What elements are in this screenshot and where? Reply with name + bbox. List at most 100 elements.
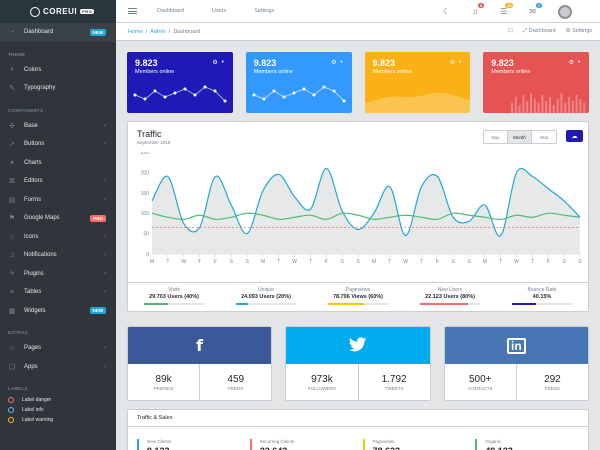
traffic-stat-value: 40.15% xyxy=(532,294,552,300)
stat-sparkline xyxy=(133,85,227,103)
sidebar-label-text: Label info xyxy=(22,407,44,413)
sparkline-point xyxy=(183,87,187,91)
gear-icon[interactable]: ⚙ xyxy=(568,60,574,66)
sales-item-label: Pageviews xyxy=(372,439,395,444)
social-card-linkedin: in 500+ CONTACTS 292 FEEDS xyxy=(443,326,589,401)
sparkline-point xyxy=(213,89,217,93)
avatar-image xyxy=(560,6,570,17)
stat-card: 9.823 Members online ⚙ ▼ xyxy=(245,52,352,113)
download-button[interactable]: ☁ xyxy=(566,130,583,142)
sidebar-item-forms[interactable]: ▤ Forms ‹ xyxy=(0,191,116,210)
sidebar-item-pages[interactable]: ☆ Pages ‹ xyxy=(0,339,116,358)
social-row: f 89k FRIENDS 459 FEEDS 973k FOLLOWERS 1.792 TWE… xyxy=(127,326,589,401)
sidebar-item-notifications[interactable]: ♫ Notifications ‹ xyxy=(0,246,116,265)
sparkline-bar xyxy=(511,103,514,113)
menu-toggle-icon[interactable] xyxy=(128,8,137,14)
traffic-title: Traffic xyxy=(137,129,162,139)
sidebar-label-item[interactable]: Label info xyxy=(0,405,116,415)
sparkline-point xyxy=(193,93,197,97)
sidebar-item-label: Widgets xyxy=(24,307,46,314)
x-tick-label: F xyxy=(436,259,439,265)
header-link-settings[interactable]: Settings xyxy=(254,8,275,14)
caret-down-icon[interactable]: ▼ xyxy=(577,59,581,64)
x-tick-label: W xyxy=(514,259,519,265)
sidebar-item-label: Plugins xyxy=(24,270,44,277)
y-tick-label: 0 xyxy=(146,252,149,258)
sidebar-item-buttons[interactable]: ➚ Buttons ‹ xyxy=(0,135,116,154)
bell-icon[interactable]: ♫ 5 xyxy=(472,3,485,16)
range-button-day[interactable]: Day xyxy=(484,131,508,143)
caret-down-icon[interactable]: ▼ xyxy=(220,59,225,64)
sparkline-bar xyxy=(579,99,582,113)
social-stat-value: 292 xyxy=(544,373,561,385)
social-stat-label: FRIENDS xyxy=(153,385,174,391)
sidebar-label-text: Label warning xyxy=(22,417,54,423)
sparkline-path xyxy=(253,86,345,102)
x-tick-label: T xyxy=(198,259,201,265)
social-stats: 89k FRIENDS 459 FEEDS xyxy=(128,364,271,400)
sidebar-item-label: Icons xyxy=(24,233,39,240)
breadcrumb-home[interactable]: Home xyxy=(128,28,143,35)
header-link-dashboard[interactable]: Dashboard xyxy=(157,8,184,14)
sidebar-item-plugins[interactable]: ϟ Plugins ‹ xyxy=(0,265,116,284)
x-tick-label: T xyxy=(531,259,534,265)
calculator-icon: ▦ xyxy=(8,307,16,315)
sidebar-label-item[interactable]: Label warning xyxy=(0,415,116,425)
sidebar-item-editors[interactable]: ⌘ Editors ‹ xyxy=(0,172,116,191)
sidebar-item-widgets[interactable]: ▦ Widgets NEW xyxy=(0,302,116,321)
social-stat-label: CONTACTS xyxy=(468,385,493,391)
sidebar-item-colors[interactable]: ◗ Colors xyxy=(0,61,116,80)
list-icon[interactable]: ☰ 15 xyxy=(500,3,514,16)
breadcrumb-dashboard-link[interactable]: ⤢ Dashboard xyxy=(522,28,556,34)
sidebar-item-charts[interactable]: ◕ Charts xyxy=(0,154,116,173)
x-tick-label: F xyxy=(547,259,550,265)
notifications-badge: 5 xyxy=(477,3,485,8)
logo-icon xyxy=(30,6,40,17)
caret-down-icon[interactable]: ▼ xyxy=(458,59,463,64)
gear-icon[interactable]: ⚙ xyxy=(212,60,218,66)
breadcrumb-chat-link[interactable]: ☐ xyxy=(507,28,513,34)
sparkline-bar xyxy=(568,97,571,113)
envelope-icon[interactable]: ✉ 7 xyxy=(529,3,542,16)
stat-card: 9.823 Members online ⚙ ▼ xyxy=(483,52,589,113)
traffic-stat-value: 24.093 Users (20%) xyxy=(241,294,291,300)
sidebar-item-typography[interactable]: ✎ Typography xyxy=(0,79,116,98)
sidebar-item-dashboard[interactable]: ◔ Dashboard NEW xyxy=(0,23,116,42)
breadcrumb-admin[interactable]: Admin xyxy=(150,28,166,35)
x-tick-label: S xyxy=(467,259,471,265)
sidebar-item-icons[interactable]: ☆ Icons ‹ xyxy=(0,228,116,247)
sparkline-point xyxy=(342,99,346,103)
social-card-facebook: f 89k FRIENDS 459 FEEDS xyxy=(127,326,273,401)
circle-icon xyxy=(8,407,14,413)
gear-icon[interactable]: ⚙ xyxy=(449,60,456,66)
x-tick-label: T xyxy=(420,259,423,265)
social-stat-value: 973k xyxy=(311,373,333,385)
sparkline-point xyxy=(302,87,306,91)
sidebar-label-item[interactable]: Label danger xyxy=(0,395,116,405)
stat-value: 9.823 xyxy=(135,58,158,68)
brand[interactable]: COREUI PRO xyxy=(0,0,116,23)
cursor-icon: ➚ xyxy=(9,141,15,149)
range-button-year[interactable]: Year xyxy=(532,131,556,143)
sparkline-bar xyxy=(530,93,533,113)
avatar[interactable] xyxy=(558,4,572,19)
stat-sparkline xyxy=(511,93,586,113)
social-stats: 500+ CONTACTS 292 FEEDS xyxy=(445,364,588,400)
caret-down-icon[interactable]: ▼ xyxy=(339,59,344,64)
breadcrumb-settings-link[interactable]: ⚙ Settings xyxy=(565,28,592,34)
header-link-users[interactable]: Users xyxy=(211,8,227,14)
traffic-stat: Unique 24.093 Users (20%) xyxy=(220,283,312,312)
sidebar-item-apps[interactable]: ❏ Apps ‹ xyxy=(0,358,116,377)
moon-icon[interactable]: ☾ xyxy=(442,7,451,16)
sparkline-bar xyxy=(534,99,537,113)
sidebar-item-tables[interactable]: ≡ Tables ‹ xyxy=(0,283,116,302)
chevron-left-icon: ‹ xyxy=(104,122,106,129)
gear-icon[interactable]: ⚙ xyxy=(331,60,337,66)
star-icon: ☆ xyxy=(8,345,16,353)
code-icon: ⌘ xyxy=(8,178,16,186)
range-button-month[interactable]: Month xyxy=(508,131,532,143)
sidebar-item-google-maps[interactable]: ⚑ Google Maps PRO xyxy=(0,209,116,228)
sidebar-item-label: Google Maps xyxy=(24,215,60,222)
twitter-icon xyxy=(348,337,367,354)
sidebar-item-base[interactable]: ✣ Base ‹ xyxy=(0,117,116,136)
